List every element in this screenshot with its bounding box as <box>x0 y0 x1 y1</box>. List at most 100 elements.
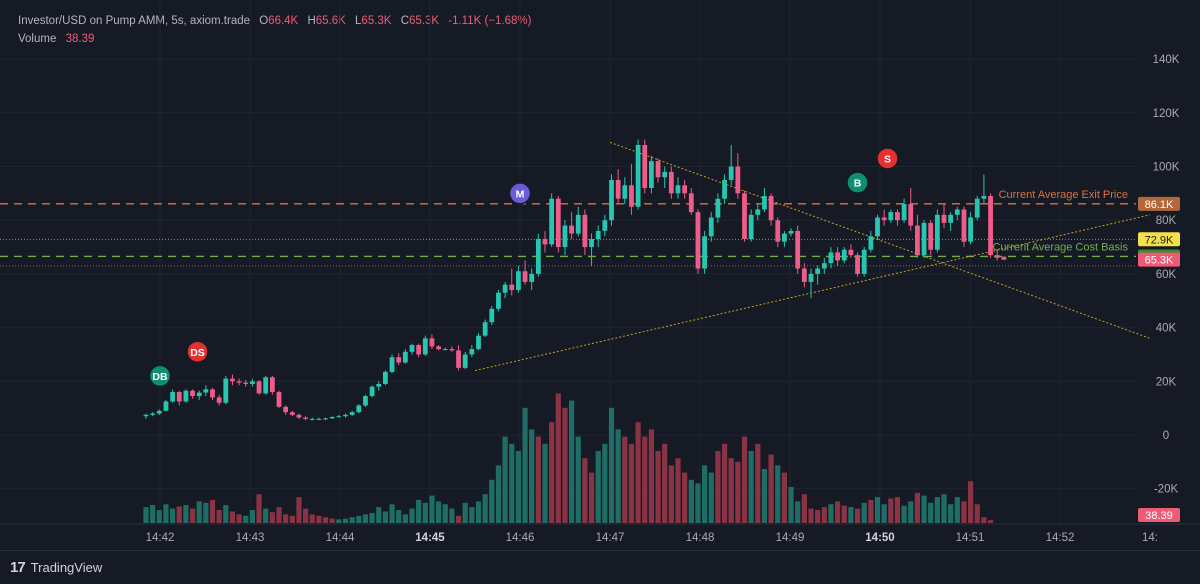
volume-bar <box>316 515 322 523</box>
candle-body <box>589 238 594 248</box>
time-tick-label: 14:45 <box>415 532 445 544</box>
volume-bar <box>675 458 681 523</box>
volume-bar <box>761 469 768 523</box>
time-tick-label: 14:52 <box>1046 532 1075 544</box>
volume-bar <box>329 518 335 523</box>
volume-bar <box>588 472 595 523</box>
candle-body <box>861 249 867 274</box>
price-tick-label: 140K <box>1153 54 1180 66</box>
price-tag <box>1138 196 1180 211</box>
candle-body <box>436 346 441 350</box>
volume-bar <box>303 508 309 523</box>
candle-body <box>921 222 927 256</box>
volume-bar <box>848 507 854 523</box>
marker-circle <box>846 171 869 194</box>
volume-bar <box>575 436 581 523</box>
time-tick-label: 14:42 <box>146 532 175 544</box>
low-label: L <box>355 15 362 27</box>
candle-body <box>702 236 707 269</box>
candle-body <box>269 377 275 393</box>
marker-circle <box>186 340 209 364</box>
candle-body <box>529 273 535 282</box>
volume-bar <box>309 514 315 523</box>
candle-body <box>555 198 561 248</box>
candle-body <box>516 271 521 291</box>
candle-body <box>888 212 894 221</box>
candle-body <box>522 271 528 282</box>
volume-bar <box>296 497 302 523</box>
candle-body <box>316 418 322 420</box>
marker-circle <box>148 364 172 388</box>
marker-circle <box>508 182 532 205</box>
volume-bar <box>183 505 189 523</box>
candle-body <box>216 397 222 403</box>
price-tag-text: 86.1K <box>1145 199 1174 211</box>
volume-bar <box>755 443 761 523</box>
time-axis: 14:42 14:43 14:44 14:45 14:46 14:47 14:48 14:49… <box>0 523 1200 544</box>
candle-body <box>742 193 747 239</box>
volume-bar <box>954 497 960 523</box>
candle-body <box>649 161 654 188</box>
volume-bar <box>642 436 648 523</box>
volume-bar <box>702 465 708 523</box>
candle-body <box>296 414 302 418</box>
candle-body <box>263 377 269 394</box>
candle-body <box>595 230 601 239</box>
volume-bar <box>269 512 275 523</box>
time-tick-label: 14: <box>1142 532 1158 544</box>
candle-body <box>223 378 229 403</box>
volume-bar <box>502 436 508 523</box>
time-tick-label: 14:49 <box>776 532 805 544</box>
candle-body <box>256 381 262 394</box>
volume-bar <box>509 443 515 523</box>
candle-body <box>668 171 674 194</box>
volume-bar <box>602 443 608 523</box>
candle-body <box>542 238 548 245</box>
candle-body <box>855 255 860 274</box>
chart-legend: Investor/USD on Pump AMM, 5s, axiom.trad… <box>18 12 531 48</box>
candle-body <box>961 209 967 242</box>
volume-bar <box>203 502 209 523</box>
candle-body <box>875 217 880 237</box>
volume-bar <box>987 520 994 523</box>
volume-bar <box>788 487 794 523</box>
volume-bar <box>396 510 402 523</box>
time-tick-label: 14:43 <box>236 532 265 544</box>
volume-bar <box>189 508 196 523</box>
candle-body <box>456 350 461 368</box>
volume-bar <box>402 514 408 523</box>
candle-body <box>954 209 960 215</box>
candle-body <box>682 185 688 194</box>
candle-body <box>629 185 634 207</box>
symbol-title[interactable]: Investor/USD on Pump AMM, 5s, axiom.trad… <box>18 15 251 27</box>
volume-bar <box>256 494 262 523</box>
volume-bar <box>608 407 615 523</box>
volume-bar <box>622 436 628 523</box>
candle-body <box>329 417 335 419</box>
tradingview-logo[interactable]: 17 TradingView <box>10 559 102 576</box>
candle-body <box>416 345 422 355</box>
volume-label[interactable]: Volume <box>18 33 57 45</box>
volume-bar <box>562 407 568 523</box>
candle-body <box>283 406 289 413</box>
volume-bar <box>356 515 362 523</box>
candle-body <box>369 386 375 397</box>
volume-bar <box>682 472 688 523</box>
volume-bar <box>276 507 282 523</box>
volume-bar <box>362 514 369 523</box>
volume-bar <box>974 504 980 523</box>
trade-marker-m: M <box>508 182 532 205</box>
candle-body <box>343 414 348 417</box>
candle-body <box>994 255 1000 258</box>
volume-bar <box>449 508 455 523</box>
price-tick-label: -20K <box>1154 484 1179 496</box>
candle-body <box>622 185 628 199</box>
time-tick-label: 14:50 <box>865 532 894 544</box>
volume-bar <box>854 508 861 523</box>
brand-name: TradingView <box>30 560 103 575</box>
volume-bar <box>529 429 535 523</box>
price-tag <box>1138 252 1180 267</box>
avg-price-line-label: Current Average Cost Basis <box>992 241 1128 253</box>
volume-bar <box>841 505 847 523</box>
